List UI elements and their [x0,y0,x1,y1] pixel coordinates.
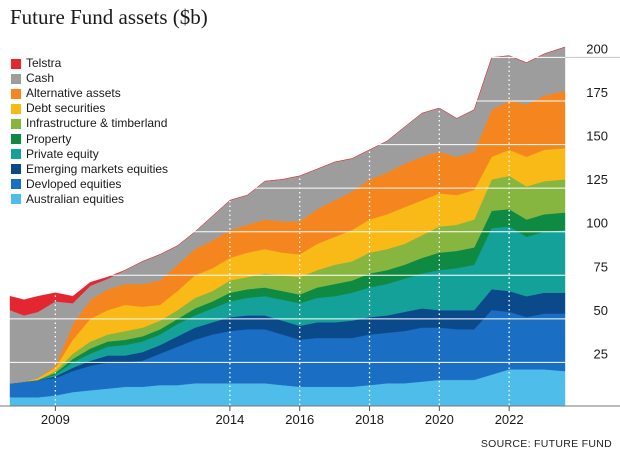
legend-swatch [11,179,21,190]
legend-label: Emerging markets equities [26,161,169,176]
legend-label: Devloped equities [26,176,122,191]
legend-label: Private equity [26,146,99,161]
area-layers [9,46,566,407]
legend-swatch [11,58,21,69]
x-axis-ticks: 2009 2014 2016 2018 2020 2022 [41,406,524,427]
x-tick-label: 2022 [495,412,524,427]
gridlines [0,48,620,407]
x-tick-label: 2009 [41,412,70,427]
legend-swatch [11,118,21,129]
x-tick-label: 2016 [285,412,314,427]
legend: Telstra Cash Alternative assets Debt sec… [11,56,168,207]
y-tick-label: 75 [594,259,608,274]
legend-label: Infrastructure & timberland [26,116,168,131]
y-tick-label: 25 [594,346,608,361]
legend-label: Telstra [26,56,62,71]
legend-swatch [11,149,21,160]
legend-swatch [11,88,21,99]
legend-item-australian-equities: Australian equities [11,192,168,207]
legend-item-property: Property [11,131,168,146]
y-tick-label: 200 [586,41,608,56]
y-tick-label: 150 [586,129,608,144]
area-telstra [9,46,566,316]
legend-label: Property [26,131,72,146]
legend-label: Cash [26,71,55,86]
x-tick-label: 2014 [215,412,244,427]
legend-label: Australian equities [26,191,125,206]
legend-swatch [11,164,21,175]
y-tick-label: 175 [586,85,608,100]
legend-item-cash: Cash [11,71,168,86]
y-tick-label: 125 [586,172,608,187]
legend-swatch [11,194,21,205]
legend-swatch [11,73,21,84]
y-tick-label: 100 [586,216,608,231]
legend-item-developed-equities: Devloped equities [11,177,168,192]
legend-label: Alternative assets [26,86,121,101]
legend-item-telstra: Telstra [11,56,168,71]
legend-swatch [11,134,21,145]
source-note: SOURCE: FUTURE FUND [480,438,612,450]
legend-item-debt-securities: Debt securities [11,101,168,116]
x-tick-label: 2018 [355,412,384,427]
x-tick-label: 2020 [425,412,454,427]
legend-item-infrastructure: Infrastructure & timberland [11,116,168,131]
legend-swatch [11,103,21,114]
legend-item-emerging-markets: Emerging markets equities [11,162,168,177]
y-axis-ticks: 25 50 75 100 125 150 175 200 [586,41,608,361]
y-tick-label: 50 [594,303,608,318]
chart-title: Future Fund assets ($b) [10,5,208,29]
legend-item-alternative-assets: Alternative assets [11,86,168,101]
legend-label: Debt securities [26,101,106,116]
legend-item-private-equity: Private equity [11,147,168,162]
